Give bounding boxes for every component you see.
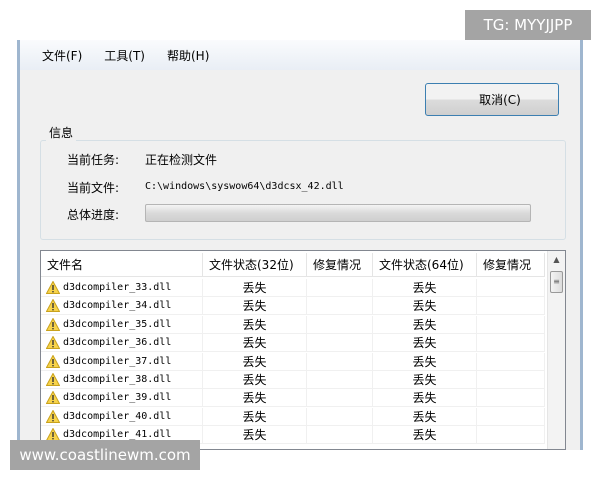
watermark-top: TG: MYYJJPP	[465, 10, 591, 40]
filename-cell: d3dcompiler_38.dll	[41, 371, 203, 388]
table-row[interactable]: d3dcompiler_34.dll 丢失 丢失	[41, 297, 545, 316]
table-row[interactable]: d3dcompiler_41.dll 丢失 丢失	[41, 426, 545, 445]
status-32-cell: 丢失	[203, 334, 307, 352]
repair-32-cell	[307, 426, 373, 444]
status-64-cell: 丢失	[373, 297, 477, 315]
task-label: 当前任务:	[67, 153, 120, 167]
info-group	[40, 140, 566, 240]
warning-icon	[46, 281, 60, 294]
filename-cell: d3dcompiler_41.dll	[41, 426, 203, 444]
menu-help[interactable]: 帮助(H)	[166, 48, 210, 63]
warning-icon	[46, 336, 60, 350]
repair-32-cell	[307, 315, 373, 333]
warning-icon	[46, 317, 60, 331]
file-list: 文件名 文件状态(32位) 修复情况 文件状态(64位) 修复情况 d3dcom…	[40, 250, 566, 450]
info-group-label: 信息	[46, 124, 77, 141]
cancel-button[interactable]: 取消(C)	[425, 83, 559, 116]
menu-bar: 文件(F) 工具(T) 帮助(H)	[20, 40, 580, 70]
scroll-up-icon[interactable]: ▲	[553, 255, 560, 264]
status-64-cell: 丢失	[373, 407, 477, 425]
table-row[interactable]: d3dcompiler_40.dll 丢失 丢失	[41, 407, 545, 426]
scroll-thumb[interactable]: ≡	[550, 271, 563, 293]
filename-cell: d3dcompiler_33.dll	[41, 279, 203, 296]
table-row[interactable]: d3dcompiler_36.dll 丢失 丢失	[41, 334, 545, 353]
warning-icon	[46, 409, 60, 423]
repair-32-cell	[307, 334, 373, 352]
repair-64-cell	[477, 407, 545, 425]
repair-64-cell	[477, 389, 545, 407]
table-row[interactable]: d3dcompiler_35.dll 丢失 丢失	[41, 315, 545, 334]
table-row[interactable]: d3dcompiler_38.dll 丢失 丢失	[41, 371, 545, 389]
repair-64-cell	[477, 426, 545, 444]
filename-cell: d3dcompiler_35.dll	[41, 315, 203, 333]
repair-32-cell	[307, 371, 373, 388]
status-64-cell: 丢失	[373, 426, 477, 444]
repair-64-cell	[477, 371, 545, 388]
repair-32-cell	[307, 279, 373, 296]
filename-cell: d3dcompiler_39.dll	[41, 389, 203, 407]
status-64-cell: 丢失	[373, 279, 477, 296]
status-32-cell: 丢失	[203, 279, 307, 296]
scrollbar[interactable]: ▲ ≡	[547, 251, 565, 449]
repair-64-cell	[477, 297, 545, 315]
status-32-cell: 丢失	[203, 389, 307, 407]
header-repair-32[interactable]: 修复情况	[307, 253, 373, 276]
filename-cell: d3dcompiler_36.dll	[41, 334, 203, 352]
status-64-cell: 丢失	[373, 334, 477, 352]
menu-file[interactable]: 文件(F)	[42, 48, 83, 63]
repair-64-cell	[477, 352, 545, 370]
status-64-cell: 丢失	[373, 389, 477, 407]
filename-cell: d3dcompiler_40.dll	[41, 407, 203, 425]
warning-icon	[46, 354, 60, 368]
filename-cell: d3dcompiler_37.dll	[41, 352, 203, 370]
warning-icon	[46, 373, 60, 386]
table-row[interactable]: d3dcompiler_33.dll 丢失 丢失	[41, 279, 545, 297]
task-value: 正在检测文件	[145, 153, 218, 167]
table-row[interactable]: d3dcompiler_37.dll 丢失 丢失	[41, 352, 545, 371]
menu-tools[interactable]: 工具(T)	[104, 48, 145, 63]
repair-32-cell	[307, 352, 373, 370]
repair-32-cell	[307, 407, 373, 425]
status-32-cell: 丢失	[203, 315, 307, 333]
repair-32-cell	[307, 297, 373, 315]
progress-label: 总体进度:	[67, 208, 120, 222]
filename-cell: d3dcompiler_34.dll	[41, 297, 203, 315]
repair-64-cell	[477, 279, 545, 296]
status-64-cell: 丢失	[373, 371, 477, 388]
status-32-cell: 丢失	[203, 371, 307, 388]
header-status-64[interactable]: 文件状态(64位)	[373, 253, 477, 276]
warning-icon	[46, 391, 60, 405]
watermark-bottom: www.coastlinewm.com	[10, 440, 200, 470]
list-header: 文件名 文件状态(32位) 修复情况 文件状态(64位) 修复情况	[41, 253, 545, 277]
header-status-32[interactable]: 文件状态(32位)	[203, 253, 307, 276]
progress-bar	[145, 204, 531, 222]
status-64-cell: 丢失	[373, 315, 477, 333]
header-repair-64[interactable]: 修复情况	[477, 253, 545, 276]
status-32-cell: 丢失	[203, 297, 307, 315]
header-filename[interactable]: 文件名	[41, 253, 203, 276]
file-value: C:\windows\syswow64\d3dcsx_42.dll	[145, 181, 344, 192]
repair-32-cell	[307, 389, 373, 407]
status-32-cell: 丢失	[203, 407, 307, 425]
warning-icon	[46, 299, 60, 313]
status-32-cell: 丢失	[203, 352, 307, 370]
repair-64-cell	[477, 334, 545, 352]
status-64-cell: 丢失	[373, 352, 477, 370]
file-label: 当前文件:	[67, 181, 120, 195]
status-32-cell: 丢失	[203, 426, 307, 444]
repair-64-cell	[477, 315, 545, 333]
table-row[interactable]: d3dcompiler_39.dll 丢失 丢失	[41, 389, 545, 408]
dll-repair-window: 文件(F) 工具(T) 帮助(H) 取消(C) 信息 当前任务: 正在检测文件 …	[17, 40, 583, 450]
